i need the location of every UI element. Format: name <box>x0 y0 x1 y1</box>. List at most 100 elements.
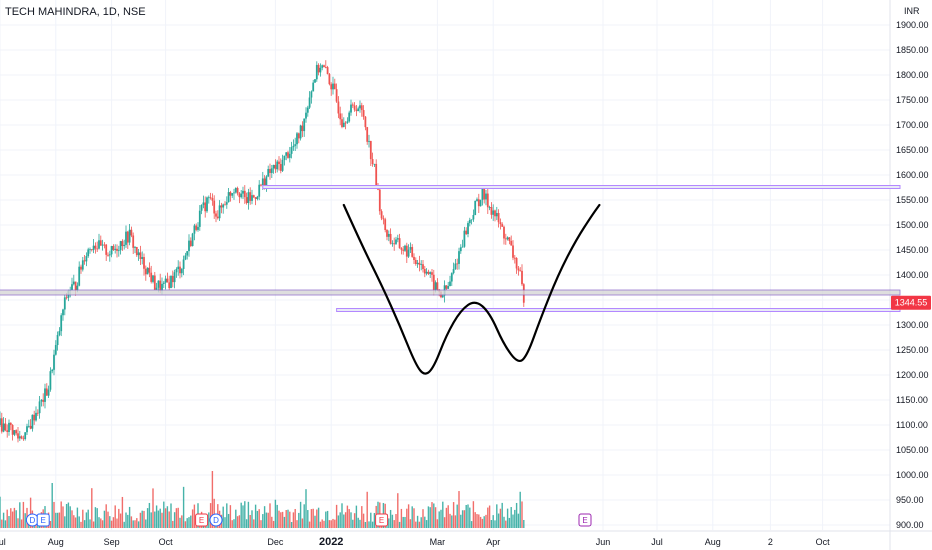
candle-body <box>85 256 88 262</box>
candle-body <box>143 257 145 269</box>
volume-bar <box>371 521 374 528</box>
volume-bar <box>222 506 224 528</box>
candle-body <box>261 178 264 186</box>
volume-bar <box>328 520 331 528</box>
volume-bar <box>123 521 125 528</box>
candle-body <box>378 189 381 212</box>
volume-bar <box>231 520 233 528</box>
candle-body <box>117 250 120 252</box>
candle-body <box>171 275 174 283</box>
candle-body <box>369 140 372 160</box>
candle-body <box>260 184 262 186</box>
volume-bar <box>388 518 390 528</box>
candle-body <box>180 268 183 274</box>
volume-bar <box>208 512 210 528</box>
currency-label[interactable]: INR <box>903 6 921 16</box>
volume-bar <box>325 511 327 528</box>
earnings-marker[interactable]: E <box>578 513 592 527</box>
candle-body <box>33 414 36 421</box>
volume-bar <box>191 509 194 528</box>
dividend-marker[interactable]: D <box>25 513 39 527</box>
volume-bar <box>62 506 64 528</box>
volume-bar <box>443 517 446 528</box>
volume-bar <box>4 520 7 528</box>
volume-bar <box>445 507 448 528</box>
candle-body <box>461 246 464 248</box>
candle-body <box>267 169 270 177</box>
volume-bar <box>438 511 440 528</box>
volume-bar <box>175 508 178 528</box>
volume-bar <box>280 512 282 528</box>
volume-bar <box>425 520 428 528</box>
volume-bar <box>242 505 244 528</box>
candle-body <box>299 125 302 139</box>
earnings-marker[interactable]: E <box>375 513 389 527</box>
support-zone[interactable] <box>0 289 901 296</box>
volume-bar <box>308 521 311 528</box>
volume-bar <box>523 519 525 528</box>
candle-body <box>152 275 154 282</box>
candle-body <box>116 248 118 251</box>
volume-bar <box>343 514 345 528</box>
volume-bar <box>323 520 325 528</box>
candle-body <box>31 414 34 429</box>
candle-body <box>459 247 462 252</box>
candle-body <box>386 229 388 237</box>
resistance-line[interactable] <box>262 185 901 189</box>
volume-bar <box>85 512 88 528</box>
volume-bar <box>452 502 455 528</box>
volume-bar <box>80 521 82 528</box>
candle-body <box>297 133 300 139</box>
volume-bar <box>190 515 192 528</box>
dividend-marker[interactable]: D <box>209 513 223 527</box>
candle-body <box>71 284 73 291</box>
candle-body <box>395 239 397 244</box>
volume-bar <box>128 506 131 528</box>
volume-bar <box>166 506 169 528</box>
volume-bar <box>193 504 196 528</box>
candle-body <box>18 436 21 439</box>
candle-body <box>474 200 477 215</box>
earnings-marker[interactable]: E <box>36 513 50 527</box>
candle-body <box>456 263 459 265</box>
candle-body <box>188 240 190 252</box>
candle-body <box>65 297 68 299</box>
candle-body <box>501 224 504 227</box>
candle-body <box>476 199 478 201</box>
volume-bar <box>451 515 453 528</box>
volume-bar <box>362 513 365 528</box>
volume-bar <box>298 512 300 528</box>
volume-bar <box>101 520 104 528</box>
volume-bar <box>132 520 134 528</box>
earnings-marker[interactable]: E <box>195 513 209 527</box>
volume-bar <box>287 509 289 528</box>
volume-bar <box>400 508 403 528</box>
volume-bar <box>415 521 417 528</box>
volume-bar <box>154 511 156 528</box>
price-axis-label: 1150.00 <box>896 395 928 405</box>
last-price-value: 1344.55 <box>895 298 928 308</box>
candle-body <box>449 281 451 287</box>
volume-bar <box>188 517 190 528</box>
candle-body <box>488 207 491 208</box>
volume-bar <box>253 519 255 528</box>
candle-body <box>454 263 457 270</box>
lower-support-line[interactable] <box>336 308 901 312</box>
volume-bar <box>240 502 242 528</box>
volume-bar <box>260 520 262 528</box>
candle-body <box>206 197 208 212</box>
volume-bar <box>512 514 514 528</box>
candle-body <box>288 153 291 158</box>
volume-bar <box>499 508 502 528</box>
volume-bar <box>155 505 158 528</box>
candle-body <box>519 270 522 272</box>
candle-body <box>328 74 331 85</box>
candle-body <box>398 238 401 249</box>
volume-bar <box>274 499 277 528</box>
volume-bar <box>301 518 304 528</box>
w-pattern-drawing[interactable] <box>342 203 601 375</box>
candle-body <box>515 258 518 269</box>
candle-body <box>479 199 482 207</box>
candle-body <box>121 241 124 247</box>
